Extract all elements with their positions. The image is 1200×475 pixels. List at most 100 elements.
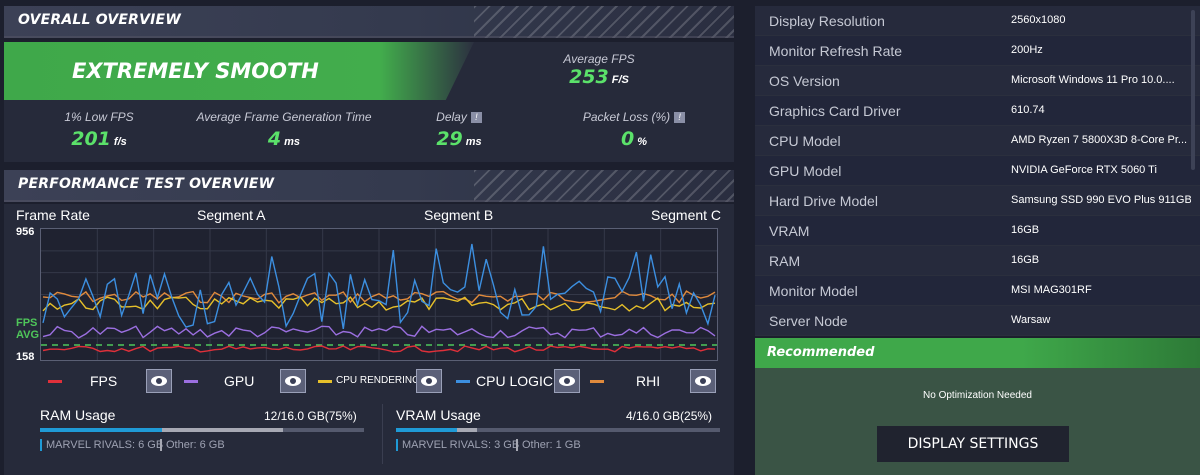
vram-other: Other: 1 GB [516,439,581,451]
vram-usage-value: 4/16.0 GB(25%) [626,409,713,423]
info-row-hard-drive: Hard Drive Model Samsung SSD 990 EVO Plus… [755,186,1200,216]
info-row-ram: RAM 16GB [755,246,1200,276]
info-row-display-resolution: Display Resolution 2560x1080 [755,6,1200,36]
average-fps-value: 253 [569,66,609,88]
metric-value: 4 [267,128,282,150]
segment-c-label: Segment C [651,207,722,223]
frame-rate-label: Frame Rate [16,207,90,223]
recommended-panel: Recommended No Optimization Needed DISPL… [755,338,1200,475]
eye-icon [421,376,437,386]
rhi-legend-swatch [590,380,604,383]
info-key: OS Version [769,73,840,89]
eye-icon [151,376,167,386]
info-value: 200Hz [1011,44,1043,56]
vram-usage-bar [396,428,720,432]
packet-loss-help-icon[interactable]: ! [674,112,686,123]
recommended-header: Recommended [755,338,1200,368]
overall-overview-title: OVERALL OVERVIEW [18,12,181,28]
info-value: MSI MAG301RF [1011,284,1092,296]
cpu-logic-series [42,243,716,330]
fps-avg-line-1: FPS [16,317,38,329]
ram-marvel-fill [40,428,162,432]
info-row-vram: VRAM 16GB [755,216,1200,246]
legend-label: FPS [90,373,118,389]
ram-usage-fill [40,428,283,432]
metric-label: Delay [436,110,467,124]
info-key: GPU Model [769,163,842,179]
cpu-logic-legend-swatch [456,380,470,383]
y-axis-min: 158 [16,351,35,363]
metric-value: 0 [620,128,635,150]
legend-label: RHI [636,373,661,389]
info-value: Samsung SSD 990 EVO Plus 911GB [1011,194,1191,206]
info-row-graphics-driver: Graphics Card Driver 610.74 [755,96,1200,126]
info-row-gpu-model: GPU Model NVIDIA GeForce RTX 5060 Ti [755,156,1200,186]
info-value: Warsaw [1011,314,1051,326]
y-axis-max: 956 [16,226,35,238]
header-decoration [474,6,734,38]
delay-help-icon[interactable]: ! [470,112,482,123]
metric-unit: ms [465,136,482,148]
info-row-server-node: Server Node Warsaw [755,306,1200,336]
info-value: AMD Ryzen 7 5800X3D 8-Core Pr... [1011,134,1188,146]
info-key: Monitor Model [769,283,858,299]
legend-fps: FPS [40,368,172,394]
cpu-rendering-visibility-toggle[interactable] [416,369,442,393]
info-key: Display Resolution [769,13,885,29]
legend-cpu-logic: CPU LOGIC [448,368,588,394]
legend-gpu: GPU [176,368,306,394]
info-value: 16GB [1011,254,1040,266]
metric-value: 29 [436,128,463,150]
legend-label: CPU RENDERING [336,375,420,386]
ram-other: Other: 6 GB [160,439,225,451]
info-value: Microsoft Windows 11 Pro 10.0.... [1011,74,1175,86]
cpu-logic-visibility-toggle[interactable] [554,369,580,393]
right-column: Display Resolution 2560x1080 Monitor Refr… [755,0,1200,475]
ram-usage-value: 12/16.0 GB(75%) [264,409,357,423]
performance-overview-title: PERFORMANCE TEST OVERVIEW [18,176,275,192]
average-fps-unit: F/S [611,74,629,86]
overall-overview-header: OVERALL OVERVIEW [4,6,734,38]
rhi-visibility-toggle[interactable] [690,369,716,393]
info-value: 16GB [1011,224,1040,236]
average-fps: Average FPS 253 F/S [524,52,674,88]
performance-overview-header: PERFORMANCE TEST OVERVIEW [4,170,734,202]
fps-avg-label: FPS AVG [16,317,39,341]
metric-unit: ms [284,136,301,148]
recommended-message: No Optimization Needed [923,390,1032,401]
info-row-os-version: OS Version Microsoft Windows 11 Pro 10.0.… [755,66,1200,96]
metric-label: 1% Low FPS [64,110,134,124]
smoothness-status: EXTREMELY SMOOTH [72,59,319,83]
gpu-legend-swatch [184,380,198,383]
info-value: 2560x1080 [1011,14,1066,26]
info-scrollbar[interactable] [1191,10,1195,170]
header-decoration [474,170,734,202]
segment-a-label: Segment A [197,207,266,223]
smoothness-banner: EXTREMELY SMOOTH [4,42,474,100]
display-settings-button[interactable]: DISPLAY SETTINGS [877,426,1069,462]
vram-marvel-rivals: MARVEL RIVALS: 3 GB [396,439,519,451]
eye-icon [285,376,301,386]
fps-visibility-toggle[interactable] [146,369,172,393]
recommended-title: Recommended [767,345,875,360]
info-key: Hard Drive Model [769,193,878,209]
info-key: RAM [769,253,801,269]
metric-packet-loss: Packet Loss (%)! 0% [564,110,704,150]
metric-unit: f/s [113,136,127,148]
frame-rate-chart [40,228,718,361]
metric-frame-generation-time: Average Frame Generation Time 4 ms [184,110,384,150]
gpu-visibility-toggle[interactable] [280,369,306,393]
info-row-monitor-model: Monitor Model MSI MAG301RF [755,276,1200,306]
system-info-table: Display Resolution 2560x1080 Monitor Refr… [755,6,1200,336]
info-value: 610.74 [1011,104,1045,116]
metric-low-fps: 1% Low FPS 201 f/s [34,110,164,150]
metric-delay: Delay! 29 ms [404,110,514,150]
info-key: VRAM [769,223,810,239]
info-value: NVIDIA GeForce RTX 5060 Ti [1011,164,1157,176]
metric-label: Packet Loss (%) [582,110,671,124]
fps-series [42,345,716,353]
overview-panel: EXTREMELY SMOOTH Average FPS 253 F/S 1% L… [4,42,734,162]
segment-b-label: Segment B [424,207,494,223]
performance-panel: Frame Rate Segment A Segment B Segment C… [4,204,734,475]
info-key: Monitor Refresh Rate [769,43,903,59]
